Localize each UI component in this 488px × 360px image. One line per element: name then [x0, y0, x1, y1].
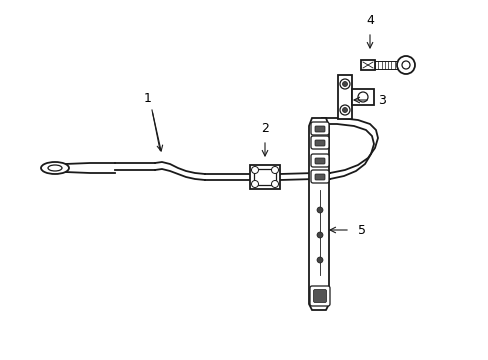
Circle shape — [342, 81, 347, 86]
Circle shape — [316, 257, 323, 263]
Circle shape — [251, 166, 258, 174]
Text: 5: 5 — [357, 224, 365, 237]
FancyBboxPatch shape — [309, 286, 329, 306]
Polygon shape — [308, 118, 328, 310]
Ellipse shape — [48, 165, 62, 171]
Bar — [360, 60, 374, 70]
FancyBboxPatch shape — [314, 140, 325, 146]
Circle shape — [401, 61, 409, 69]
FancyBboxPatch shape — [314, 174, 325, 180]
FancyBboxPatch shape — [310, 170, 328, 183]
Circle shape — [316, 232, 323, 238]
Text: 3: 3 — [377, 94, 385, 107]
FancyBboxPatch shape — [310, 122, 328, 135]
Circle shape — [316, 207, 323, 213]
Circle shape — [271, 166, 278, 174]
Text: 4: 4 — [366, 14, 373, 27]
Ellipse shape — [41, 162, 69, 174]
FancyBboxPatch shape — [310, 136, 328, 149]
Circle shape — [342, 108, 347, 113]
Circle shape — [396, 56, 414, 74]
Circle shape — [271, 180, 278, 188]
Polygon shape — [337, 75, 351, 119]
FancyBboxPatch shape — [313, 289, 326, 302]
FancyBboxPatch shape — [310, 154, 328, 167]
Circle shape — [251, 180, 258, 188]
Circle shape — [339, 79, 349, 89]
Bar — [253, 169, 275, 185]
Circle shape — [357, 92, 367, 102]
Text: 2: 2 — [261, 122, 268, 135]
Text: 1: 1 — [144, 91, 152, 104]
FancyBboxPatch shape — [314, 126, 325, 132]
Polygon shape — [351, 89, 373, 105]
FancyBboxPatch shape — [314, 158, 325, 164]
Bar — [249, 165, 280, 189]
Circle shape — [339, 105, 349, 115]
